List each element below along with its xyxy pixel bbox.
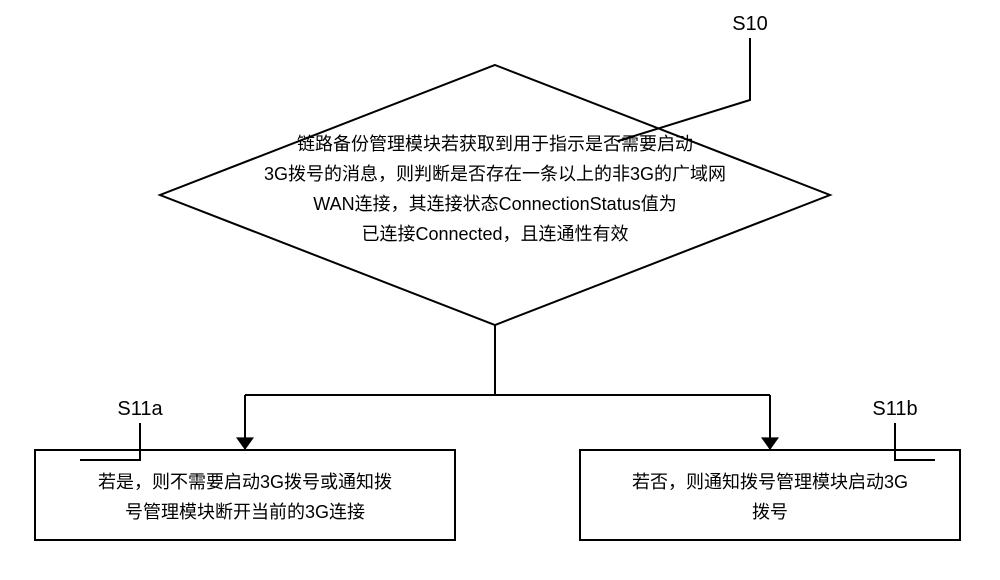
s10-label: S10	[732, 13, 768, 35]
svg-text:WAN连接，其连接状态ConnectionStatus值为: WAN连接，其连接状态ConnectionStatus值为	[313, 194, 676, 214]
s10-leader	[618, 38, 750, 141]
s11b-leader	[895, 423, 935, 460]
s11a-label: S11a	[117, 398, 163, 420]
svg-text:若是，则不需要启动3G拨号或通知拨: 若是，则不需要启动3G拨号或通知拨	[98, 472, 392, 492]
s11a-leader	[80, 423, 140, 460]
svg-text:号管理模块断开当前的3G连接: 号管理模块断开当前的3G连接	[125, 502, 365, 522]
svg-text:拨号: 拨号	[752, 502, 788, 522]
flowchart-svg: 链路备份管理模块若获取到用于指示是否需要启动3G拨号的消息，则判断是否存在一条以…	[0, 0, 1000, 575]
svg-text:3G拨号的消息，则判断是否存在一条以上的非3G的广域网: 3G拨号的消息，则判断是否存在一条以上的非3G的广域网	[264, 164, 726, 184]
process-node-yes	[35, 450, 455, 540]
svg-text:若否，则通知拨号管理模块启动3G: 若否，则通知拨号管理模块启动3G	[632, 472, 908, 492]
s11b-label: S11b	[872, 398, 917, 420]
process-node-no	[580, 450, 960, 540]
svg-text:已连接Connected，且连通性有效: 已连接Connected，且连通性有效	[361, 224, 628, 244]
